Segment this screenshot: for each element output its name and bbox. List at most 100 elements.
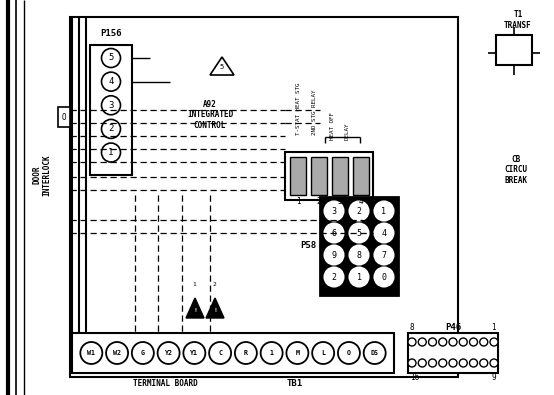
Circle shape <box>209 342 231 364</box>
Text: 9: 9 <box>331 250 336 260</box>
Text: 4: 4 <box>382 228 387 237</box>
Bar <box>290 157 306 195</box>
Circle shape <box>325 267 343 286</box>
Bar <box>70 17 458 377</box>
Circle shape <box>235 342 257 364</box>
Bar <box>496 35 532 65</box>
Bar <box>58 107 70 127</box>
Text: 16: 16 <box>410 374 419 382</box>
Text: A92
INTEGRATED
CONTROL: A92 INTEGRATED CONTROL <box>187 100 233 130</box>
Text: T-STAT HEAT STG: T-STAT HEAT STG <box>296 83 301 135</box>
Text: P46: P46 <box>445 322 461 331</box>
Text: !: ! <box>193 307 197 312</box>
Bar <box>408 333 498 373</box>
Text: 3: 3 <box>338 198 342 207</box>
Circle shape <box>408 359 416 367</box>
Circle shape <box>350 224 368 243</box>
Text: 5: 5 <box>109 53 114 62</box>
Circle shape <box>325 201 343 220</box>
Text: HEAT OFF: HEAT OFF <box>330 112 335 140</box>
Circle shape <box>375 201 393 220</box>
Text: 5: 5 <box>220 64 224 70</box>
Text: CB
CIRCU
BREAK: CB CIRCU BREAK <box>505 155 527 185</box>
Circle shape <box>490 338 498 346</box>
Text: Y1: Y1 <box>191 350 198 356</box>
Bar <box>353 157 369 195</box>
Circle shape <box>286 342 309 364</box>
Text: 2: 2 <box>212 282 216 288</box>
Circle shape <box>490 359 498 367</box>
Circle shape <box>480 338 488 346</box>
Circle shape <box>375 224 393 243</box>
Circle shape <box>428 359 437 367</box>
Text: 0: 0 <box>382 273 387 282</box>
Text: 1: 1 <box>382 207 387 216</box>
Text: 7: 7 <box>382 250 387 260</box>
Circle shape <box>101 72 121 91</box>
Text: T1
TRANSF: T1 TRANSF <box>504 10 532 30</box>
Circle shape <box>449 338 457 346</box>
Text: DS: DS <box>371 350 379 356</box>
Circle shape <box>325 246 343 265</box>
Text: Y2: Y2 <box>165 350 173 356</box>
Circle shape <box>312 342 334 364</box>
Circle shape <box>157 342 179 364</box>
Circle shape <box>260 342 283 364</box>
Text: TERMINAL BOARD: TERMINAL BOARD <box>132 378 197 387</box>
Circle shape <box>418 359 426 367</box>
Bar <box>72 333 394 373</box>
Text: 5: 5 <box>357 228 362 237</box>
Circle shape <box>101 119 121 138</box>
Text: !: ! <box>213 307 217 312</box>
Text: 1: 1 <box>192 282 196 288</box>
Text: 4: 4 <box>358 198 363 207</box>
Text: DELAY: DELAY <box>345 122 350 140</box>
Text: 1: 1 <box>109 148 114 157</box>
Circle shape <box>469 338 478 346</box>
Text: 2: 2 <box>317 198 321 207</box>
Circle shape <box>449 359 457 367</box>
Circle shape <box>439 359 447 367</box>
Bar <box>311 157 327 195</box>
Bar <box>90 45 132 175</box>
Circle shape <box>418 338 426 346</box>
Circle shape <box>459 338 467 346</box>
Text: G: G <box>141 350 145 356</box>
Circle shape <box>480 359 488 367</box>
Bar <box>285 152 373 200</box>
Text: DOOR
INTERLOCK: DOOR INTERLOCK <box>32 154 52 196</box>
Circle shape <box>408 338 416 346</box>
Circle shape <box>469 359 478 367</box>
Circle shape <box>183 342 206 364</box>
Circle shape <box>428 338 437 346</box>
Circle shape <box>80 342 102 364</box>
Bar <box>320 197 398 295</box>
Text: 1: 1 <box>491 324 496 333</box>
Circle shape <box>459 359 467 367</box>
Circle shape <box>338 342 360 364</box>
Text: 2: 2 <box>109 124 114 134</box>
Circle shape <box>350 246 368 265</box>
Bar <box>332 157 348 195</box>
Circle shape <box>350 201 368 220</box>
Circle shape <box>439 338 447 346</box>
Text: 4: 4 <box>109 77 114 86</box>
Circle shape <box>375 267 393 286</box>
Text: W1: W1 <box>88 350 95 356</box>
Text: P58: P58 <box>300 241 316 250</box>
Text: 2ND STG RELAY: 2ND STG RELAY <box>311 90 316 135</box>
Text: TB1: TB1 <box>287 378 303 387</box>
Text: 2: 2 <box>331 273 336 282</box>
Text: 1: 1 <box>357 273 362 282</box>
Text: 3: 3 <box>109 101 114 110</box>
Text: C: C <box>218 350 222 356</box>
Text: L: L <box>321 350 325 356</box>
Text: 2: 2 <box>357 207 362 216</box>
Circle shape <box>101 143 121 162</box>
Polygon shape <box>206 298 224 318</box>
Text: R: R <box>244 350 248 356</box>
Text: W2: W2 <box>113 350 121 356</box>
Circle shape <box>350 267 368 286</box>
Text: O: O <box>347 350 351 356</box>
Polygon shape <box>186 298 204 318</box>
